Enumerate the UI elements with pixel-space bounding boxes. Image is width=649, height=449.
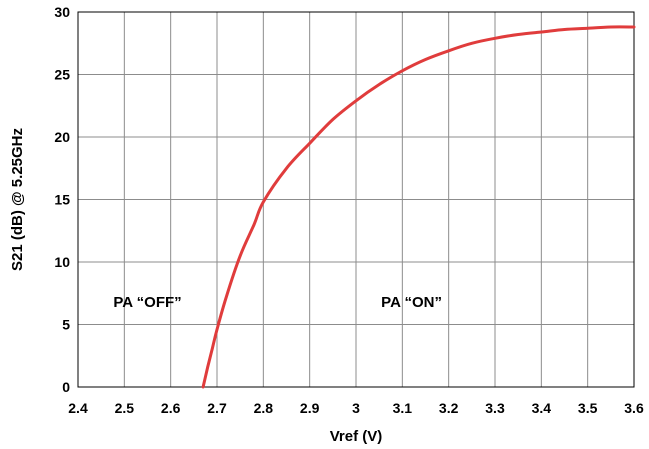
y-axis-label: S21 (dB) @ 5.25GHz <box>9 128 26 271</box>
x-tick-label: 2.4 <box>68 400 88 416</box>
y-tick-label: 10 <box>54 254 70 270</box>
x-tick-label: 2.6 <box>161 400 181 416</box>
annotations: PA “OFF” PA “ON” <box>113 294 442 311</box>
annotation-label: PA “OFF” <box>113 294 181 311</box>
x-tick-label: 2.9 <box>300 400 320 416</box>
y-tick-label: 15 <box>54 192 70 208</box>
x-tick-label: 2.5 <box>115 400 135 416</box>
x-tick-labels: 2.4 2.5 2.6 2.7 2.8 2.9 3 3.1 3.2 3.3 3.4 3.5 3.6 <box>68 400 644 416</box>
x-tick-label: 3.1 <box>393 400 413 416</box>
y-tick-label: 5 <box>62 317 70 333</box>
x-axis-label: Vref (V) <box>330 428 383 445</box>
y-tick-labels: 0 5 10 15 20 25 30 <box>54 4 70 395</box>
series-layer <box>201 25 636 389</box>
annotation-label: PA “ON” <box>381 294 442 311</box>
x-tick-label: 3.6 <box>624 400 644 416</box>
y-tick-label: 20 <box>54 129 70 145</box>
x-tick-label: 2.8 <box>254 400 274 416</box>
y-tick-label: 25 <box>54 67 70 83</box>
x-tick-label: 3 <box>352 400 360 416</box>
series-line-0 <box>201 25 636 389</box>
plot-frame <box>77 11 635 388</box>
y-tick-label: 30 <box>54 4 70 20</box>
y-tick-label: 0 <box>62 379 70 395</box>
x-tick-label: 3.5 <box>578 400 598 416</box>
x-tick-label: 3.2 <box>439 400 459 416</box>
x-tick-label: 3.3 <box>485 400 505 416</box>
x-tick-label: 3.4 <box>532 400 552 416</box>
x-tick-label: 2.7 <box>207 400 227 416</box>
